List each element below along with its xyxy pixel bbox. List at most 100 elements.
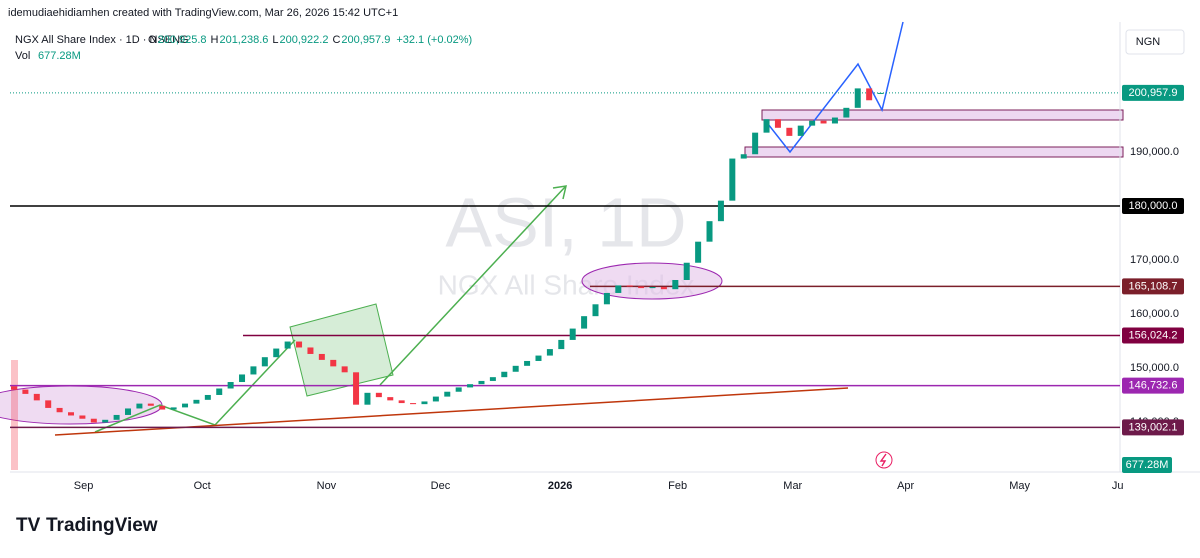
icon [875, 451, 893, 469]
candle [387, 397, 394, 401]
change: +32.1 (+0.02%) [396, 34, 472, 46]
candle [683, 262, 690, 281]
candle [729, 158, 736, 201]
candle [706, 221, 713, 242]
candle [467, 384, 474, 388]
candle [695, 241, 702, 263]
ohlc-key: O [148, 34, 157, 46]
credit: idemudiaehidiamhen created with TradingV… [8, 7, 398, 19]
vol-key: Vol [15, 50, 30, 62]
x-tick-label: Dec [431, 480, 451, 492]
candle [626, 285, 633, 287]
candle [421, 401, 428, 405]
trend-line [94, 339, 296, 433]
icon [879, 453, 887, 467]
price-label: 200,957.9 [1129, 87, 1178, 99]
candle [318, 353, 325, 360]
candle [717, 200, 724, 222]
candle [10, 386, 17, 390]
candle [375, 392, 382, 398]
ohlc-value: 200,957.9 [341, 34, 390, 46]
x-tick-label: Sep [74, 480, 94, 492]
y-tick-label: 190,000.0 [1130, 146, 1179, 158]
candle [125, 408, 132, 415]
candle [489, 377, 496, 381]
candle [147, 403, 154, 406]
candle [296, 341, 303, 348]
ohlc-key: C [332, 34, 340, 46]
candle [204, 394, 211, 400]
candle [546, 349, 553, 356]
candle [786, 127, 793, 136]
x-tick-label: May [1009, 480, 1030, 492]
y-tick-label: 170,000.0 [1130, 254, 1179, 266]
price-label-box [1122, 377, 1184, 394]
zigzag [767, 21, 904, 154]
x-tick-label: Feb [668, 480, 687, 492]
candle [284, 341, 291, 349]
candle [398, 400, 405, 404]
candle [809, 120, 816, 126]
candle [136, 403, 143, 409]
x-tick-label: Ju [1112, 480, 1124, 492]
ohlc-key: L [272, 34, 278, 46]
candle [877, 92, 884, 94]
volume-label-box [1122, 457, 1172, 473]
brand: TradingView [46, 515, 158, 536]
box [289, 303, 394, 397]
candle [227, 382, 234, 389]
price-label-box [1122, 84, 1184, 101]
currency: NGN [1136, 36, 1161, 48]
candle [512, 365, 519, 372]
ohlc-value: 200,922.2 [280, 34, 329, 46]
candle [752, 132, 759, 155]
candle [330, 359, 337, 367]
price-label-box [1122, 278, 1184, 295]
candle [558, 339, 565, 350]
candle [182, 403, 189, 408]
candle [740, 154, 747, 159]
candle [341, 366, 348, 373]
candle [159, 405, 166, 410]
candle [524, 360, 531, 366]
candle [831, 117, 838, 124]
candle [22, 389, 29, 394]
candle [455, 387, 462, 392]
price-label: 180,000.0 [1129, 200, 1178, 212]
candle [501, 371, 508, 378]
arrow-line [379, 186, 566, 386]
currency-box [1125, 29, 1185, 55]
price-label: 156,024.2 [1129, 329, 1178, 341]
candle [56, 407, 63, 413]
candle [250, 366, 257, 375]
logo-mark: TV [16, 515, 41, 536]
candle [854, 88, 861, 108]
ohlc-value: 201,238.6 [219, 34, 268, 46]
price-label-box [1122, 327, 1184, 344]
x-tick-label: 2026 [548, 480, 572, 492]
candle [216, 388, 223, 395]
symbol: NGX All Share Index · 1D · NSENG [15, 34, 189, 46]
x-tick-label: Mar [783, 480, 802, 492]
candle [763, 119, 770, 133]
candle [261, 357, 268, 367]
x-tick-label: Oct [194, 480, 211, 492]
candle [113, 414, 120, 420]
candle [478, 380, 485, 385]
candle [68, 412, 75, 416]
ellipse [581, 262, 723, 300]
candle [239, 374, 246, 383]
candle [273, 348, 280, 358]
candle [843, 107, 850, 118]
y-tick-label: 160,000.0 [1130, 308, 1179, 320]
candle [774, 119, 781, 128]
price-label-box [1122, 198, 1184, 215]
candle [820, 120, 827, 124]
x-tick-label: Apr [897, 480, 914, 492]
price-label: 165,108.7 [1129, 280, 1178, 292]
candle [672, 280, 679, 290]
ohlc-key: H [211, 34, 219, 46]
candle [307, 347, 314, 354]
candle [581, 316, 588, 329]
